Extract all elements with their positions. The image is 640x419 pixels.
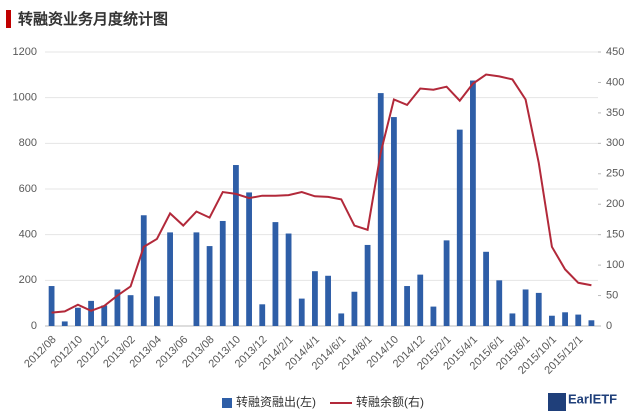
bar bbox=[430, 306, 437, 326]
bar bbox=[272, 222, 279, 326]
bar bbox=[575, 314, 582, 326]
bar bbox=[75, 307, 81, 326]
bar bbox=[549, 315, 555, 326]
bar bbox=[101, 305, 108, 326]
bar bbox=[206, 246, 213, 326]
y2-tick-label: 50 bbox=[606, 289, 618, 301]
y2-tick-label: 300 bbox=[606, 137, 624, 149]
y-tick-label: 800 bbox=[19, 137, 37, 149]
bar bbox=[509, 313, 516, 326]
bar bbox=[193, 232, 200, 326]
y-tick-label: 400 bbox=[19, 229, 37, 241]
y2-tick-label: 400 bbox=[606, 76, 624, 88]
bar bbox=[377, 93, 384, 326]
bar bbox=[417, 274, 424, 326]
bar bbox=[535, 292, 542, 326]
y-tick-label: 1200 bbox=[13, 46, 37, 58]
bar bbox=[219, 220, 226, 326]
bar bbox=[522, 289, 529, 326]
bar bbox=[496, 280, 503, 326]
y2-tick-label: 0 bbox=[606, 320, 612, 332]
bar bbox=[404, 286, 410, 326]
logo: EarlETF bbox=[568, 391, 617, 406]
bar bbox=[246, 192, 252, 326]
bar bbox=[588, 320, 595, 326]
bar bbox=[325, 275, 331, 326]
bar bbox=[391, 117, 397, 326]
bar bbox=[154, 296, 160, 326]
bar bbox=[259, 304, 266, 326]
bar bbox=[351, 291, 358, 326]
title-marker bbox=[6, 10, 11, 28]
logo-icon bbox=[548, 393, 566, 411]
legend-label: 转融资融出(左) bbox=[236, 394, 316, 409]
bar bbox=[167, 232, 173, 326]
y-tick-label: 600 bbox=[19, 183, 37, 195]
bar bbox=[285, 233, 292, 326]
bar bbox=[483, 251, 489, 326]
y-tick-label: 0 bbox=[31, 320, 37, 332]
bar bbox=[140, 215, 147, 326]
bar bbox=[470, 80, 476, 327]
y2-tick-label: 450 bbox=[606, 46, 624, 58]
bar bbox=[88, 300, 94, 326]
legend-swatch bbox=[222, 398, 232, 408]
bar bbox=[61, 321, 68, 326]
bar bbox=[562, 312, 568, 326]
y2-tick-label: 100 bbox=[606, 259, 624, 271]
bar bbox=[298, 298, 305, 326]
bar bbox=[338, 313, 345, 326]
legend-label: 转融余额(右) bbox=[356, 394, 424, 409]
chart-title: 转融资业务月度统计图 bbox=[18, 10, 168, 28]
bar bbox=[364, 244, 371, 326]
bar bbox=[127, 295, 134, 326]
bar bbox=[233, 165, 239, 326]
bar bbox=[443, 240, 450, 326]
y-tick-label: 200 bbox=[19, 274, 37, 286]
y2-tick-label: 150 bbox=[606, 229, 624, 241]
line bbox=[51, 73, 592, 314]
bar bbox=[456, 129, 463, 326]
bar bbox=[312, 271, 318, 326]
bar bbox=[114, 289, 121, 326]
bar bbox=[48, 286, 55, 326]
y2-tick-label: 350 bbox=[606, 107, 624, 119]
y2-tick-label: 250 bbox=[606, 168, 624, 180]
y2-tick-label: 200 bbox=[606, 198, 624, 210]
y-tick-label: 1000 bbox=[13, 92, 37, 104]
